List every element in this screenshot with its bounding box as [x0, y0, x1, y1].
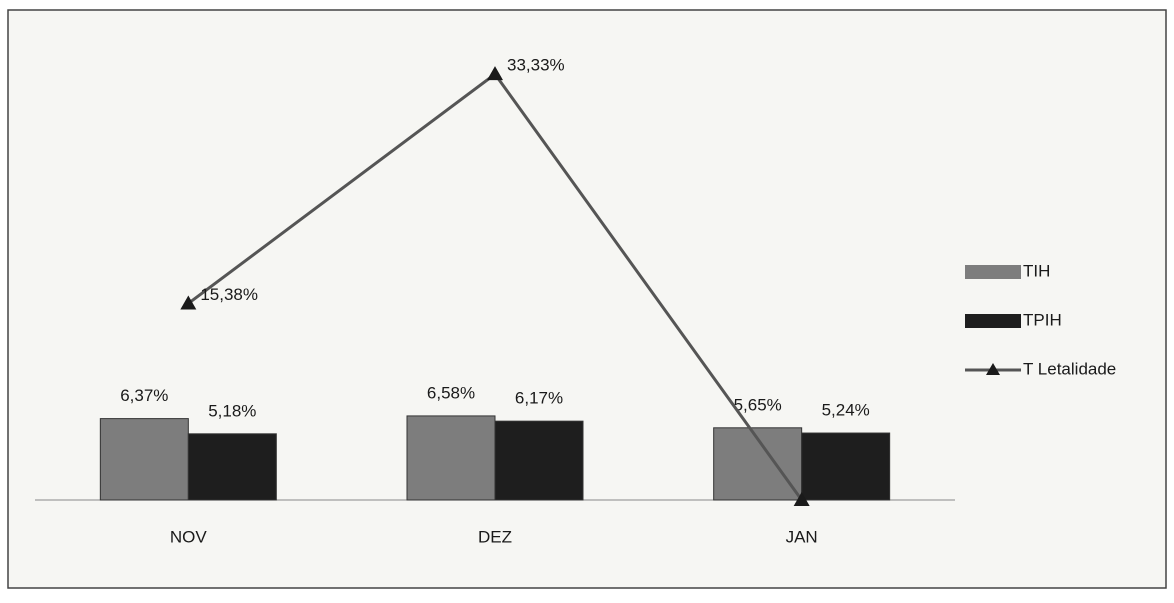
- data-label: 5,24%: [822, 401, 870, 420]
- data-label: 6,58%: [427, 383, 475, 402]
- x-tick-label: DEZ: [478, 527, 512, 546]
- bar: [187, 433, 277, 501]
- x-tick-label: NOV: [170, 527, 208, 546]
- data-label: 6,17%: [515, 389, 563, 408]
- chart-frame: [7, 9, 1167, 589]
- bar: [494, 420, 584, 501]
- data-label: 5,18%: [208, 401, 256, 420]
- data-label: 6,37%: [120, 386, 168, 405]
- bar: [801, 432, 891, 501]
- legend-label: TIH: [1023, 261, 1050, 280]
- bar: [406, 415, 496, 501]
- line-marker: [180, 295, 197, 310]
- legend-marker: [986, 363, 1000, 375]
- legend-swatch: [965, 314, 1021, 328]
- x-tick-label: JAN: [786, 527, 818, 546]
- bar: [99, 418, 189, 501]
- data-label: 33,33%: [507, 56, 565, 75]
- legend-swatch: [965, 265, 1021, 279]
- legend-label: T Letalidade: [1023, 359, 1116, 378]
- legend-label: TPIH: [1023, 310, 1062, 329]
- data-label: 15,38%: [200, 285, 258, 304]
- line-marker: [793, 492, 810, 506]
- data-label: 5,65%: [734, 395, 782, 414]
- line-marker: [487, 66, 503, 81]
